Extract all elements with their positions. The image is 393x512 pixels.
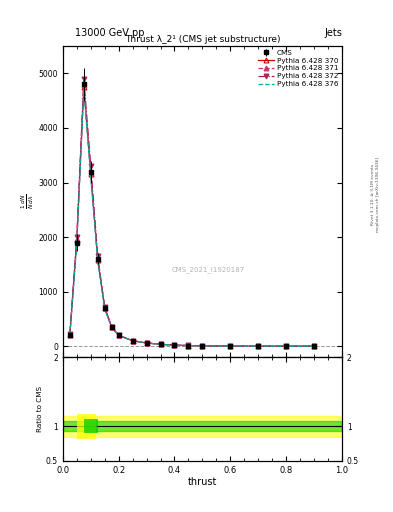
- Pythia 6.428 370: [95, 257, 100, 263]
- Pythia 6.428 372: [172, 342, 177, 348]
- Pythia 6.428 370: [186, 343, 191, 349]
- Pythia 6.428 376: [158, 342, 163, 348]
- Pythia 6.428 376: [130, 338, 135, 344]
- Pythia 6.428 372: [75, 234, 79, 240]
- Pythia 6.428 376: [284, 343, 288, 349]
- Text: Rivet 3.1.10, ≥ 3.1M events
mcplots.cern.ch [arXiv:1306.3436]: Rivet 3.1.10, ≥ 3.1M events mcplots.cern…: [371, 157, 380, 232]
- Pythia 6.428 376: [116, 332, 121, 338]
- Bar: [77, 414, 96, 439]
- Pythia 6.428 376: [75, 241, 79, 247]
- Pythia 6.428 372: [68, 331, 72, 337]
- Y-axis label: $\frac{1}{N}\frac{dN}{d\lambda}$: $\frac{1}{N}\frac{dN}{d\lambda}$: [19, 194, 36, 209]
- Y-axis label: Ratio to CMS: Ratio to CMS: [37, 386, 43, 432]
- Pythia 6.428 371: [95, 257, 100, 263]
- Line: Pythia 6.428 376: Pythia 6.428 376: [70, 90, 314, 346]
- Pythia 6.428 370: [68, 332, 72, 338]
- Pythia 6.428 372: [200, 343, 205, 349]
- Pythia 6.428 372: [186, 343, 191, 349]
- Bar: [63, 416, 342, 437]
- Pythia 6.428 371: [68, 331, 72, 337]
- Bar: [63, 421, 342, 431]
- Text: CMS_2021_I1920187: CMS_2021_I1920187: [171, 267, 244, 273]
- Pythia 6.428 372: [88, 163, 93, 169]
- Pythia 6.428 376: [312, 343, 316, 349]
- Pythia 6.428 371: [109, 324, 114, 330]
- Pythia 6.428 371: [88, 169, 93, 176]
- Pythia 6.428 376: [228, 343, 233, 349]
- Pythia 6.428 371: [102, 305, 107, 311]
- Pythia 6.428 372: [228, 343, 233, 349]
- Pythia 6.428 372: [312, 343, 316, 349]
- Pythia 6.428 376: [109, 325, 114, 331]
- Pythia 6.428 370: [109, 324, 114, 330]
- Pythia 6.428 372: [95, 253, 100, 259]
- Pythia 6.428 371: [172, 342, 177, 348]
- Line: Pythia 6.428 370: Pythia 6.428 370: [68, 84, 316, 349]
- Bar: [84, 419, 98, 433]
- Pythia 6.428 371: [228, 343, 233, 349]
- Pythia 6.428 370: [116, 332, 121, 338]
- Pythia 6.428 376: [256, 343, 261, 349]
- Pythia 6.428 370: [256, 343, 261, 349]
- Pythia 6.428 370: [200, 343, 205, 349]
- X-axis label: thrust: thrust: [188, 477, 217, 487]
- Text: Jets: Jets: [324, 28, 342, 38]
- Pythia 6.428 370: [130, 338, 135, 344]
- Text: 13000 GeV pp: 13000 GeV pp: [75, 28, 144, 38]
- Pythia 6.428 371: [312, 343, 316, 349]
- Pythia 6.428 371: [284, 343, 288, 349]
- Pythia 6.428 372: [130, 337, 135, 344]
- Pythia 6.428 372: [284, 343, 288, 349]
- Line: Pythia 6.428 371: Pythia 6.428 371: [68, 83, 316, 349]
- Pythia 6.428 376: [81, 87, 86, 93]
- Pythia 6.428 370: [144, 340, 149, 346]
- Pythia 6.428 370: [228, 343, 233, 349]
- Pythia 6.428 376: [95, 259, 100, 265]
- Pythia 6.428 370: [284, 343, 288, 349]
- Pythia 6.428 370: [88, 171, 93, 177]
- Pythia 6.428 371: [75, 236, 79, 242]
- Pythia 6.428 376: [102, 306, 107, 312]
- Pythia 6.428 370: [158, 342, 163, 348]
- Pythia 6.428 372: [102, 305, 107, 311]
- Pythia 6.428 370: [102, 305, 107, 311]
- Pythia 6.428 376: [172, 342, 177, 348]
- Pythia 6.428 370: [81, 84, 86, 90]
- Line: Pythia 6.428 372: Pythia 6.428 372: [68, 76, 316, 349]
- Legend: CMS, Pythia 6.428 370, Pythia 6.428 371, Pythia 6.428 372, Pythia 6.428 376: CMS, Pythia 6.428 370, Pythia 6.428 371,…: [257, 48, 340, 89]
- Pythia 6.428 376: [200, 343, 205, 349]
- Pythia 6.428 376: [186, 343, 191, 349]
- Pythia 6.428 372: [158, 341, 163, 347]
- Pythia 6.428 371: [144, 340, 149, 346]
- Pythia 6.428 376: [144, 340, 149, 346]
- Pythia 6.428 372: [109, 324, 114, 330]
- Pythia 6.428 370: [75, 237, 79, 243]
- Pythia 6.428 372: [116, 332, 121, 338]
- Pythia 6.428 370: [312, 343, 316, 349]
- Pythia 6.428 376: [68, 332, 72, 338]
- Title: Thrust λ_2¹ (CMS jet substructure): Thrust λ_2¹ (CMS jet substructure): [125, 35, 280, 44]
- Pythia 6.428 371: [186, 343, 191, 349]
- Pythia 6.428 371: [116, 332, 121, 338]
- Pythia 6.428 376: [88, 174, 93, 180]
- Pythia 6.428 372: [256, 343, 261, 349]
- Pythia 6.428 371: [200, 343, 205, 349]
- Pythia 6.428 370: [172, 342, 177, 348]
- Pythia 6.428 372: [144, 340, 149, 346]
- Pythia 6.428 371: [158, 341, 163, 347]
- Pythia 6.428 371: [130, 338, 135, 344]
- Pythia 6.428 372: [81, 76, 86, 82]
- Pythia 6.428 371: [81, 82, 86, 89]
- Pythia 6.428 371: [256, 343, 261, 349]
